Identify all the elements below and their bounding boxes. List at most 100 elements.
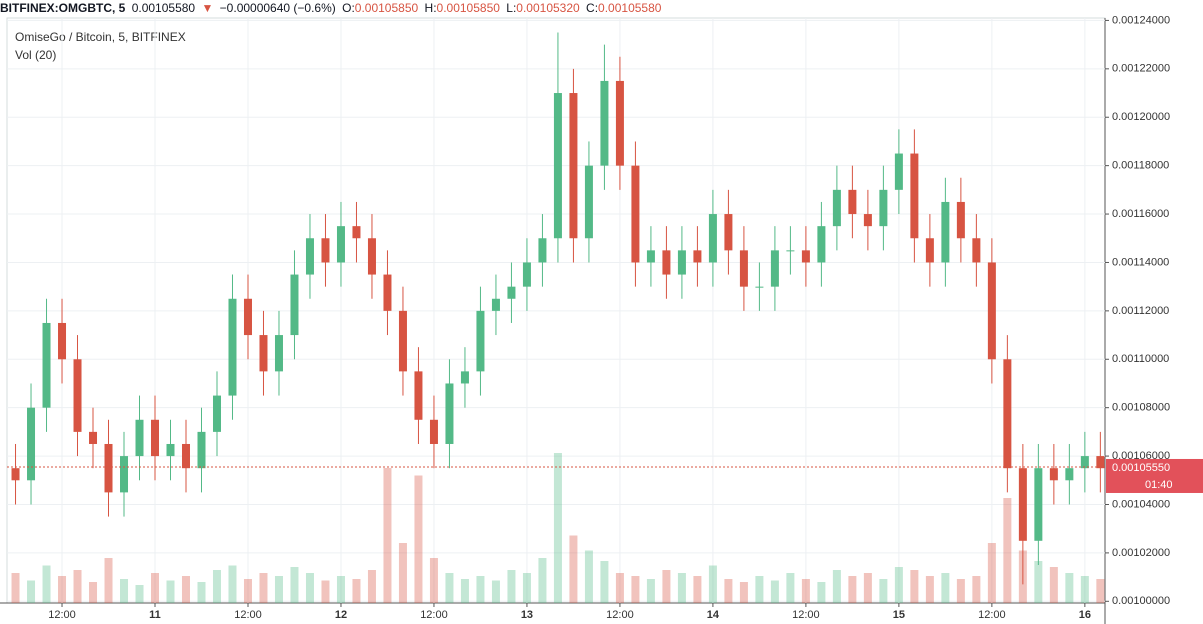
open: 0.00105850 [354, 1, 419, 15]
candle-body [910, 153, 919, 239]
volume-bar [460, 579, 469, 603]
volume-bar [987, 543, 996, 603]
candle-body [135, 419, 144, 457]
candle-body [1049, 468, 1058, 481]
candle-body [73, 359, 82, 432]
x-tick-label: 14 [707, 609, 720, 621]
volume-bar [1003, 498, 1012, 603]
volume-bar [507, 570, 516, 603]
volume-bar [708, 565, 717, 603]
candle-body [1065, 468, 1074, 481]
candle-body [739, 250, 748, 287]
candle-body [724, 214, 733, 251]
volume-bar [228, 565, 237, 603]
volume-bar [305, 573, 314, 603]
volume-bar [677, 573, 686, 603]
candle-body [646, 250, 655, 263]
candle-body [243, 298, 252, 336]
candle-body [879, 189, 888, 227]
y-tick-label: 0.00116000 [1112, 208, 1169, 220]
candle-body [89, 431, 98, 444]
last-price-box [1106, 458, 1203, 493]
volume-bar [693, 576, 702, 603]
candle-body [894, 153, 903, 190]
candle-body [770, 250, 779, 287]
volume-bar [290, 567, 299, 603]
volume-bar [58, 576, 67, 603]
header: BITFINEX:OMGBTC, 5 0.00105580 ▼ −0.00000… [0, 0, 1203, 18]
x-tick-label: 12:00 [792, 609, 820, 621]
volume-bar [197, 582, 206, 603]
volume-bar [383, 468, 392, 603]
volume-bar [89, 582, 98, 603]
volume-bar [879, 579, 888, 603]
volume-bar [817, 582, 826, 603]
y-tick-label: 0.00124000 [1112, 14, 1170, 26]
x-tick-label: 12:00 [978, 609, 1006, 621]
candle-body [848, 189, 857, 215]
volume-bar [1049, 567, 1058, 603]
x-tick-label: 12:00 [48, 609, 76, 621]
volume-bar [476, 576, 485, 603]
volume-bar [972, 576, 981, 603]
candle-body [321, 238, 330, 263]
candle-body [1018, 468, 1027, 541]
volume-bar [770, 580, 779, 603]
candle-body [584, 165, 593, 239]
candle-body [274, 335, 283, 372]
volume-bar [600, 561, 609, 603]
volume-bar [1080, 576, 1089, 603]
candle-body [151, 419, 160, 457]
y-tick-label: 0.00120000 [1112, 111, 1170, 123]
candle-body [197, 431, 206, 469]
candle-body [987, 262, 996, 360]
volume-bar [274, 576, 283, 603]
volume-bar [615, 573, 624, 603]
high: 0.00105850 [436, 1, 500, 15]
candle-body [662, 250, 671, 275]
volume-bar [646, 579, 655, 603]
candle-body [460, 371, 469, 384]
candle-body [367, 238, 376, 275]
y-tick-label: 0.00118000 [1112, 160, 1169, 172]
candle-body [569, 93, 578, 239]
volume-bar [445, 573, 454, 603]
chart-title: OmiseGo / Bitcoin, 5, BITFINEX [15, 30, 186, 44]
candle-body [181, 443, 190, 469]
candle-body [336, 226, 345, 263]
volume-bar [166, 580, 175, 603]
y-tick-label: 0.00108000 [1112, 402, 1170, 414]
candle-body [863, 214, 872, 227]
volume-bar [212, 570, 221, 603]
x-tick-label: 12 [335, 609, 347, 621]
y-tick-label: 0.00102000 [1112, 547, 1170, 559]
candle-body [58, 322, 67, 360]
volume-bar [135, 585, 144, 603]
volume-bar [956, 579, 965, 603]
countdown: 01:40 [1145, 479, 1173, 491]
x-tick-label: 12:00 [606, 609, 634, 621]
y-tick-label: 0.00122000 [1112, 63, 1170, 75]
volume-bar [104, 558, 113, 603]
candle-body [305, 238, 314, 275]
y-tick-label: 0.00110000 [1112, 353, 1169, 365]
volume-bar [429, 558, 438, 603]
volume-legend: Vol (20) [15, 48, 56, 62]
candle-body [383, 274, 392, 311]
candle-body [228, 298, 237, 396]
candle-body [631, 165, 640, 263]
x-tick-label: 12:00 [420, 609, 448, 621]
candle-body [538, 238, 547, 263]
change: −0.00000640 (−0.6%) [219, 1, 336, 15]
volume-bar [925, 576, 934, 603]
x-tick-label: 16 [1079, 609, 1091, 621]
volume-bar [631, 576, 640, 603]
volume-bar [1096, 579, 1105, 603]
low: 0.00105320 [516, 1, 580, 15]
x-tick-label: 12:00 [234, 609, 262, 621]
volume-bar [1065, 573, 1074, 603]
volume-bar [894, 567, 903, 603]
y-tick-label: 0.00104000 [1112, 498, 1170, 510]
volume-bar [398, 543, 407, 603]
